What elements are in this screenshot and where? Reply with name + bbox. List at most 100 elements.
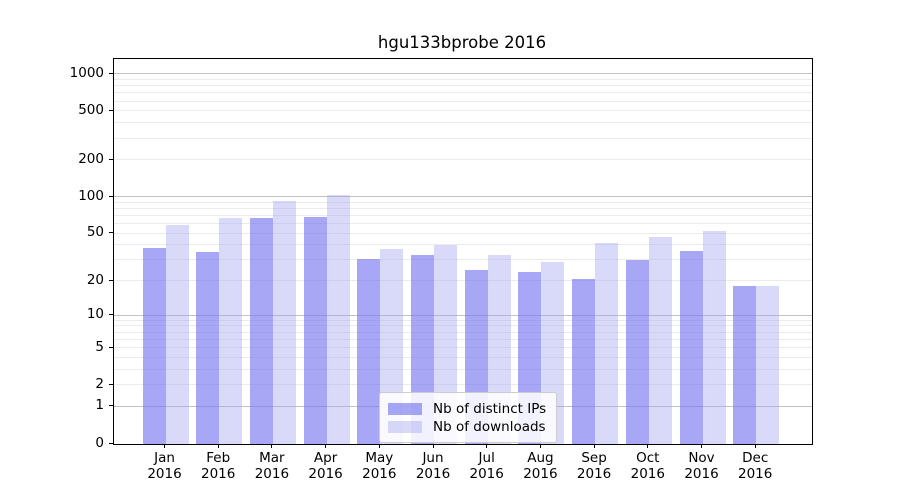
- y-tick-label-5: 5: [95, 338, 104, 355]
- bar-sep-distinct-ips: [572, 278, 596, 444]
- bar-apr-downloads: [326, 195, 350, 444]
- bar-mar-distinct-ips: [249, 218, 273, 444]
- legend-label-downloads: Nb of downloads: [433, 418, 546, 435]
- x-tick-mark-aug: [539, 444, 541, 448]
- gridline-300: [114, 137, 812, 139]
- bar-oct-distinct-ips: [625, 260, 649, 444]
- y-tick-label-200: 200: [78, 150, 104, 167]
- gridline-2: [114, 384, 812, 386]
- legend-item-distinct-ips: Nb of distinct IPs: [388, 400, 546, 417]
- x-tick-label-oct: Oct 2016: [630, 450, 665, 482]
- gridline-6: [114, 338, 812, 340]
- bar-mar-downloads: [272, 200, 296, 444]
- legend: Nb of distinct IPs Nb of downloads: [379, 392, 558, 443]
- y-tick-label-20: 20: [86, 271, 104, 288]
- x-tick-mark-dec: [754, 444, 756, 448]
- y-tick-mark-500: [109, 109, 113, 111]
- bar-jan-downloads: [165, 224, 189, 444]
- gridline-500: [114, 110, 812, 112]
- plot-area: Nb of distinct IPs Nb of downloads: [113, 58, 813, 445]
- gridline-3: [114, 368, 812, 370]
- bar-sep-downloads: [595, 242, 619, 444]
- legend-label-distinct-ips: Nb of distinct IPs: [433, 400, 547, 417]
- x-tick-mark-nov: [701, 444, 702, 448]
- bar-apr-distinct-ips: [303, 216, 327, 444]
- gridline-7: [114, 331, 812, 333]
- gridline-800: [114, 85, 812, 87]
- bar-jan-distinct-ips: [142, 247, 166, 444]
- bar-oct-downloads: [648, 236, 672, 444]
- x-tick-mark-mar: [271, 444, 273, 448]
- y-tick-mark-5: [109, 346, 113, 348]
- chart-title: hgu133bprobe 2016: [377, 33, 547, 52]
- y-tick-label-500: 500: [78, 101, 104, 118]
- gridline-200: [114, 159, 812, 161]
- legend-swatch-downloads: [388, 420, 422, 433]
- y-tick-label-1000: 1000: [69, 64, 104, 81]
- gridline-50: [114, 232, 812, 234]
- bar-feb-distinct-ips: [196, 252, 220, 444]
- gridline-80: [114, 207, 812, 209]
- y-tick-mark-100: [109, 195, 113, 197]
- bar-may-distinct-ips: [357, 258, 381, 444]
- x-tick-label-jul: Jul 2016: [469, 450, 504, 482]
- x-tick-label-apr: Apr 2016: [308, 450, 343, 482]
- y-tick-label-100: 100: [78, 187, 104, 204]
- x-tick-label-mar: Mar 2016: [254, 450, 290, 482]
- legend-swatch-distinct-ips: [388, 402, 422, 415]
- gridline-90: [114, 201, 812, 203]
- y-tick-label-1: 1: [95, 397, 104, 414]
- x-tick-mark-jun: [432, 444, 434, 448]
- x-tick-mark-oct: [647, 444, 649, 448]
- y-tick-label-50: 50: [86, 224, 104, 241]
- x-tick-label-aug: Aug 2016: [523, 450, 558, 482]
- x-tick-label-feb: Feb 2016: [201, 450, 236, 482]
- y-tick-mark-1: [109, 405, 113, 407]
- gridline-700: [114, 92, 812, 94]
- y-tick-mark-200: [109, 158, 113, 160]
- x-tick-label-nov: Nov 2016: [684, 450, 719, 482]
- gridline-8: [114, 325, 812, 327]
- y-tick-mark-20: [109, 279, 113, 281]
- y-tick-label-0: 0: [95, 434, 104, 451]
- gridline-900: [114, 78, 812, 80]
- x-tick-mark-apr: [325, 444, 327, 448]
- bar-nov-distinct-ips: [679, 250, 703, 444]
- x-tick-label-jan: Jan 2016: [147, 450, 182, 482]
- x-tick-mark-jan: [164, 444, 165, 448]
- y-tick-mark-50: [109, 232, 113, 234]
- x-tick-label-dec: Dec 2016: [738, 450, 773, 482]
- y-tick-label-10: 10: [86, 306, 104, 323]
- x-tick-label-may: May 2016: [362, 450, 397, 482]
- gridline-5: [114, 347, 812, 349]
- legend-item-downloads: Nb of downloads: [388, 418, 546, 435]
- gridline-70: [114, 214, 812, 216]
- x-tick-mark-sep: [593, 444, 595, 448]
- gridline-40: [114, 244, 812, 246]
- gridline-100: [114, 196, 812, 197]
- y-tick-mark-2: [109, 383, 113, 385]
- gridline-600: [114, 100, 812, 102]
- gridline-60: [114, 223, 812, 224]
- gridline-9: [114, 319, 812, 321]
- x-tick-label-jun: Jun 2016: [415, 450, 451, 482]
- y-tick-mark-10: [109, 314, 113, 316]
- gridline-30: [114, 259, 812, 261]
- gridline-4: [114, 356, 812, 358]
- bar-nov-downloads: [702, 230, 726, 444]
- y-tick-mark-1000: [109, 72, 113, 74]
- y-tick-label-2: 2: [95, 375, 104, 392]
- x-tick-mark-jul: [486, 444, 488, 448]
- x-tick-mark-may: [378, 444, 380, 448]
- gridline-1000: [114, 73, 812, 75]
- x-tick-label-sep: Sep 2016: [576, 450, 612, 482]
- bar-feb-downloads: [219, 218, 243, 444]
- gridline-400: [114, 122, 812, 124]
- gridline-20: [114, 280, 812, 282]
- bar-dec-distinct-ips: [733, 286, 757, 444]
- y-tick-mark-0: [109, 442, 113, 444]
- x-tick-mark-feb: [217, 444, 219, 448]
- gridline-10: [114, 314, 812, 316]
- bar-dec-downloads: [756, 286, 780, 444]
